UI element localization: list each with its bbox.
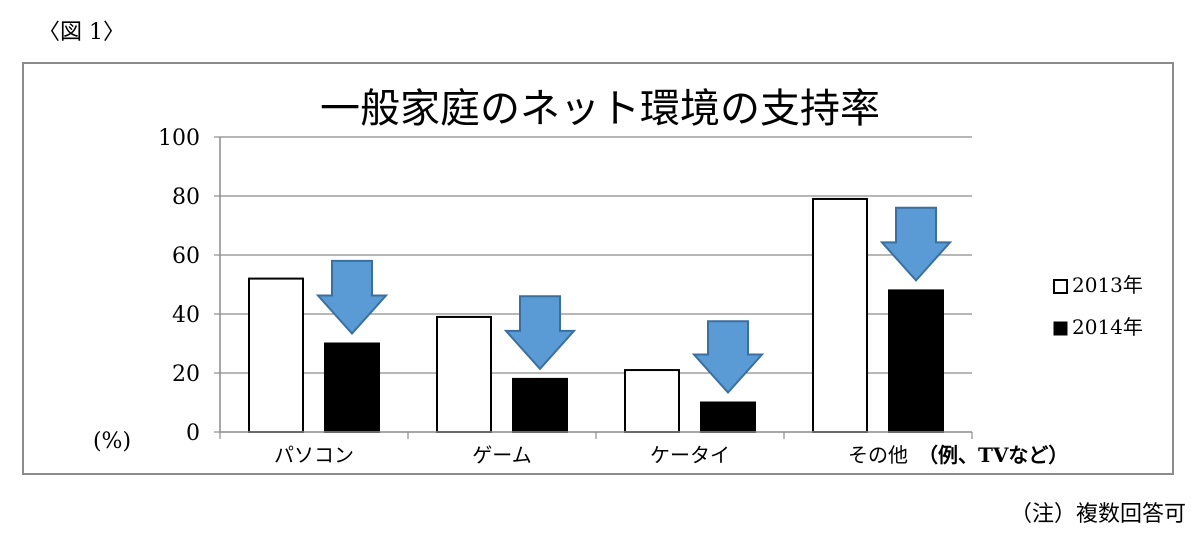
chart-frame [22, 62, 1174, 475]
down-arrow-icon [879, 206, 953, 282]
category-label: ゲーム [472, 443, 531, 467]
bar-series1 [248, 277, 304, 433]
legend-label: 2014年 [1072, 315, 1143, 339]
bar-series1 [436, 315, 492, 434]
y-tick-label: 100 [158, 126, 200, 151]
category-note: （例、TVなど） [918, 443, 1068, 467]
bar-series2 [700, 401, 756, 433]
y-tick-label: 80 [172, 185, 200, 210]
legend-swatch [1053, 279, 1068, 294]
decrease-arrows [315, 206, 953, 394]
bar-series2 [324, 342, 380, 433]
y-tick-label: 20 [172, 362, 200, 387]
bar-series1 [812, 197, 868, 433]
figure-label: 〈図 1〉 [38, 20, 125, 45]
bar-series2 [888, 289, 944, 433]
down-arrow-icon [503, 295, 577, 371]
y-axis-label: (%) [93, 429, 131, 454]
axes [214, 136, 973, 439]
y-tick-label: 60 [172, 244, 200, 269]
legend-swatch [1053, 321, 1068, 336]
category-label: その他 [848, 443, 908, 467]
y-tick-label: 0 [186, 421, 200, 446]
category-label: ケータイ [650, 443, 730, 467]
category-label: パソコン [274, 443, 354, 467]
bars [248, 197, 944, 434]
bar-series1 [624, 369, 680, 433]
chart-title: 一般家庭のネット環境の支持率 [320, 86, 880, 132]
legend-label: 2013年 [1072, 273, 1143, 297]
legend: 2013年 2014年 [1053, 273, 1143, 339]
y-tick-label: 40 [172, 303, 200, 328]
footnote: （注）複数回答可 [1009, 502, 1186, 527]
bar-series2 [512, 377, 568, 433]
x-category-labels: パソコン ゲーム ケータイ その他 [274, 443, 908, 467]
y-tick-labels: 0 20 40 60 80 100 [158, 126, 200, 446]
down-arrow-icon [691, 320, 765, 394]
down-arrow-icon [315, 259, 389, 335]
